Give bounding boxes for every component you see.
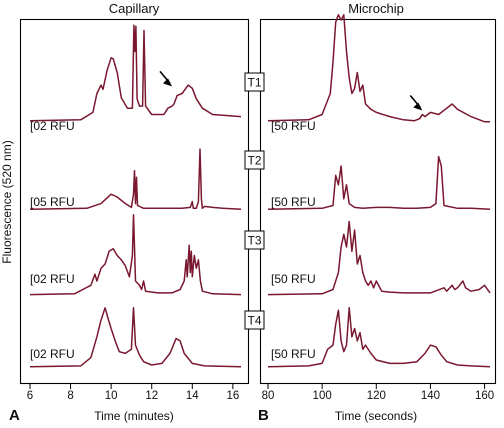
panel-a-scale-label-4: [02 RFU: [30, 347, 75, 361]
panel-a-x-tick-label: 14: [186, 390, 199, 402]
panel-b-frame: [259, 18, 497, 385]
panel-a-letter: A: [9, 407, 20, 424]
panel-b-scale-label-1: [50 RFU: [271, 119, 316, 133]
panel-b-x-tick-label: 120: [367, 390, 386, 402]
panel-b-x-tick-label: 100: [313, 390, 332, 402]
trace-badge-box-3: [244, 230, 265, 250]
panel-a-x-tick-label: 12: [145, 390, 158, 402]
panel-b-x-axis-title: Time (seconds): [335, 409, 417, 423]
panel-b-trace-3: [267, 220, 491, 296]
panel-b-x-tick-label: 140: [421, 390, 440, 402]
panel-b-scale-label-2: [50 RFU: [271, 195, 316, 209]
panel-b-arrow-head: [413, 102, 423, 111]
panel-b-title: Microchip: [348, 1, 404, 16]
panel-a-x-tick-label: 6: [27, 390, 33, 402]
panel-a-x-tick-label: 16: [226, 390, 239, 402]
panel-a-scale-label-2: [05 RFU: [30, 195, 75, 209]
panel-b-trace-2: [267, 155, 491, 210]
trace-badge-box-4: [244, 310, 265, 330]
trace-badge-label-2: T2: [247, 154, 261, 168]
panel-a-trace-3: [29, 213, 242, 296]
panel-b-scale-label-3: [50 RFU: [271, 272, 316, 286]
panel-a-arrow-head: [163, 78, 172, 87]
panel-b-scale-label-4: [50 RFU: [271, 347, 316, 361]
panel-a-frame: [19, 18, 250, 385]
panel-a-trace-1: [29, 24, 242, 122]
panel-a-scale-label-3: [02 RFU: [30, 272, 75, 286]
panel-a-title: Capillary: [109, 1, 160, 16]
panel-b-letter: B: [258, 407, 269, 424]
plot-layer: 6 8 10 12 14 16 [02 RFU [05 RFU [02 RFU [02 RFU 80…: [27, 14, 494, 402]
panel-a-scale-label-1: [02 RFU: [30, 119, 75, 133]
panel-a-x-tick-label: 10: [105, 390, 118, 402]
panel-a-trace-4: [29, 307, 242, 368]
panel-b-trace-1: [267, 14, 490, 123]
panel-b-x-tick-label: 160: [475, 390, 494, 402]
trace-badge-label-4: T4: [247, 314, 261, 328]
panel-b-x-tick-label: 80: [262, 390, 275, 402]
trace-badge-label-3: T3: [247, 234, 261, 248]
panel-a-trace-2: [29, 148, 242, 210]
y-axis-title: Fluorescence (520 nm): [0, 140, 14, 263]
trace-badge-label-1: T1: [247, 76, 261, 90]
trace-badge-box-1: [244, 72, 265, 92]
trace-badge-box-2: [244, 150, 265, 170]
panel-b-trace-4: [267, 307, 491, 368]
panel-a-x-axis-title: Time (minutes): [94, 409, 174, 423]
panel-a-x-tick-label: 8: [67, 390, 73, 402]
